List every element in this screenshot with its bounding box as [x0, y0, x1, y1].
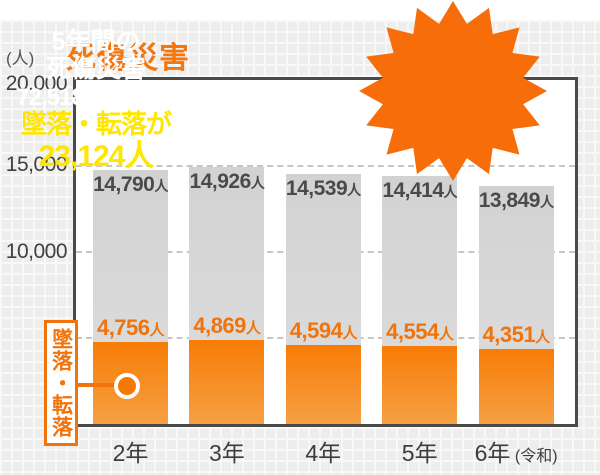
x-tick-label: 6年 (令和) [474, 440, 558, 466]
y-tick-15000: 15,000 [5, 153, 68, 176]
leader-line [76, 383, 128, 387]
total-value-label: 14,539人 [285, 176, 361, 200]
bar-column [285, 80, 361, 424]
y-tick-10000: 10,000 [5, 240, 68, 263]
fall-value-label: 4,594人 [289, 317, 358, 343]
plot-inner: 14,790人 4,756人 14,926人 4,869人 14,539人 4,594人 1… [76, 80, 575, 424]
total-value-label: 14,414人 [382, 179, 458, 203]
era-suffix-label: (令和) [510, 448, 558, 465]
fall-value-label: 4,869人 [193, 313, 261, 339]
x-tick-label: 5年 [401, 440, 438, 466]
gridline-15000 [76, 165, 575, 167]
leader-dot-marker [114, 373, 140, 399]
x-tick-label: 3年 [208, 440, 245, 466]
total-value-label: 13,849人 [478, 188, 554, 212]
starburst-badge [357, 0, 549, 182]
total-value-label: 14,790人 [93, 172, 168, 196]
fall-category-label-box: 墜落・転落 [44, 320, 78, 446]
bar-column [478, 80, 554, 424]
starburst-badge-text: 5年間の 死傷災害 72,518人のうち 墜落・転落が 23,124人 [0, 0, 196, 182]
y-tick-20000: 20,000 [5, 72, 68, 95]
badge-line-2: 死傷災害 [45, 55, 146, 83]
fall-category-label: 墜落・転落 [49, 328, 73, 438]
badge-line-5: 23,124人 [38, 140, 155, 173]
x-tick-label: 4年 [305, 440, 342, 466]
badge-line-1: 5年間の [51, 28, 141, 56]
badge-line-3: 72,518人のうち [16, 84, 176, 111]
fall-bar [382, 345, 458, 424]
fall-value-label: 4,554人 [386, 318, 454, 344]
starburst-icon [359, 1, 547, 181]
y-axis-unit-label: (人) [6, 49, 35, 68]
fall-bar [478, 349, 554, 424]
fall-bar [189, 340, 265, 424]
x-tick-label: 2年 [112, 440, 149, 466]
fall-value-label: 4,351人 [482, 322, 551, 348]
total-value-label: 14,926人 [189, 170, 265, 194]
badge-line-4: 墜落・転落が [20, 109, 172, 139]
fall-value-label: 4,756人 [96, 315, 165, 341]
bar-column [189, 80, 265, 424]
chart-title: 死傷災害 [66, 42, 190, 75]
bar-column [382, 80, 458, 424]
fall-bar [285, 344, 361, 424]
